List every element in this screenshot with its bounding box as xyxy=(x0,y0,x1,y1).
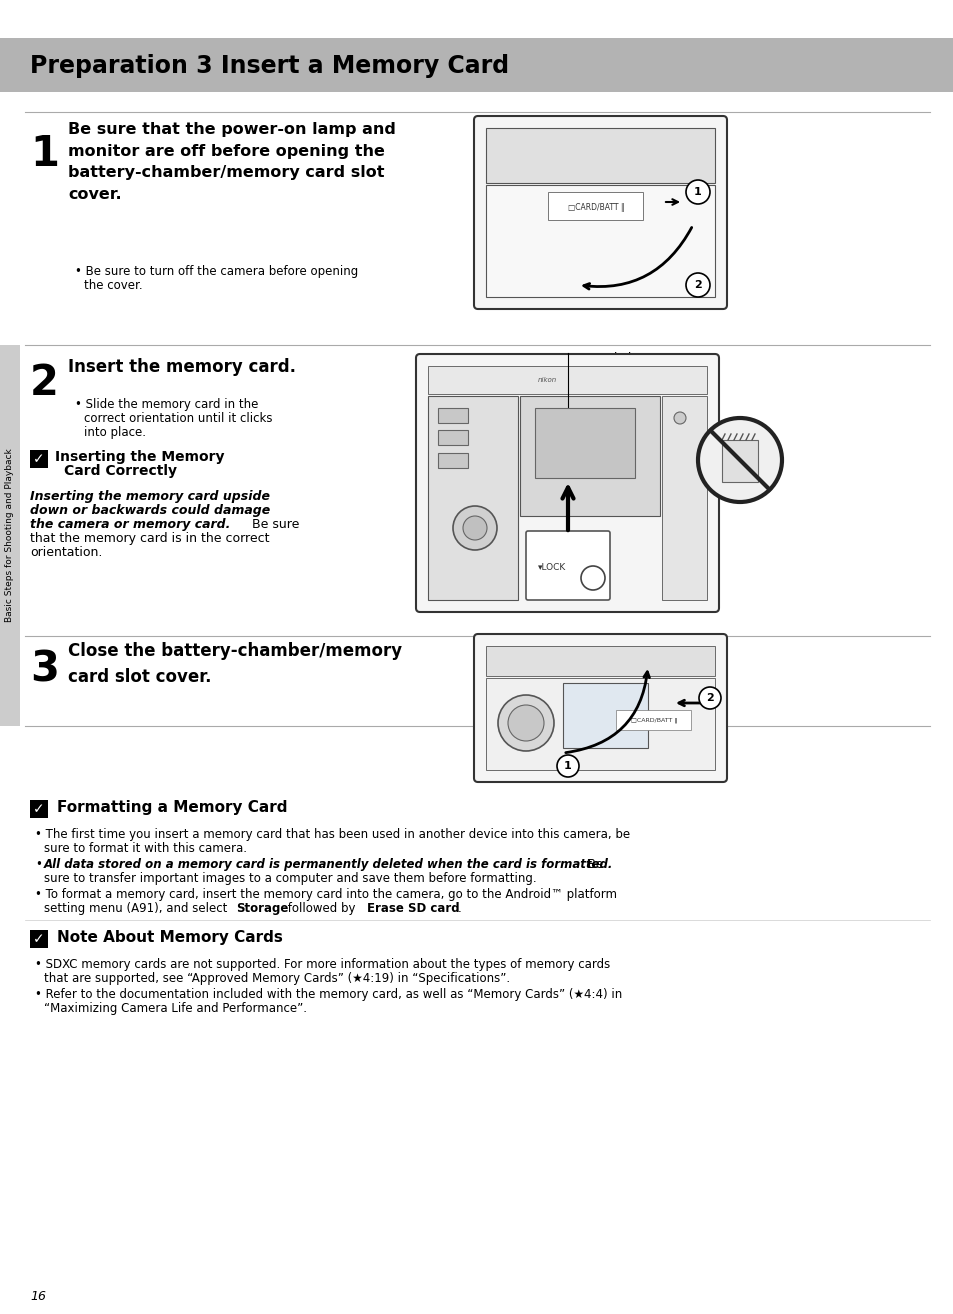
Text: Erase SD card: Erase SD card xyxy=(367,901,459,915)
Text: down or backwards could damage: down or backwards could damage xyxy=(30,505,270,516)
Text: Inserting the Memory: Inserting the Memory xyxy=(55,449,224,464)
Text: ✓: ✓ xyxy=(33,932,45,946)
Text: • Be sure to turn off the camera before opening: • Be sure to turn off the camera before … xyxy=(75,265,358,279)
Bar xyxy=(616,710,690,731)
Text: All data stored on a memory card is permanently deleted when the card is formatt: All data stored on a memory card is perm… xyxy=(44,858,613,871)
Text: ▾LOCK: ▾LOCK xyxy=(537,564,566,573)
Bar xyxy=(30,930,48,947)
Text: Preparation 3 Insert a Memory Card: Preparation 3 Insert a Memory Card xyxy=(30,54,509,78)
Text: 2: 2 xyxy=(694,280,701,290)
Bar xyxy=(0,38,953,92)
Text: orientation.: orientation. xyxy=(30,547,102,558)
Circle shape xyxy=(673,413,685,424)
Bar xyxy=(519,396,659,516)
Text: .: . xyxy=(457,901,461,915)
Bar xyxy=(562,683,647,748)
Bar xyxy=(721,440,758,482)
Text: Formatting a Memory Card: Formatting a Memory Card xyxy=(57,800,287,815)
Circle shape xyxy=(507,706,543,741)
Text: Be: Be xyxy=(583,858,602,871)
Circle shape xyxy=(497,695,554,752)
Bar xyxy=(437,453,468,468)
Text: followed by: followed by xyxy=(284,901,359,915)
Bar xyxy=(485,646,714,675)
Circle shape xyxy=(685,273,709,297)
Bar xyxy=(547,192,642,219)
FancyBboxPatch shape xyxy=(416,353,719,612)
Bar xyxy=(661,396,706,600)
Circle shape xyxy=(698,418,781,502)
Bar xyxy=(485,185,714,297)
Text: • To format a memory card, insert the memory card into the camera, go to the And: • To format a memory card, insert the me… xyxy=(35,888,617,901)
FancyBboxPatch shape xyxy=(525,531,609,600)
Bar xyxy=(30,449,48,468)
Text: correct orientation until it clicks: correct orientation until it clicks xyxy=(84,413,273,424)
Text: 16: 16 xyxy=(30,1290,46,1303)
Text: 2: 2 xyxy=(705,692,713,703)
Text: the cover.: the cover. xyxy=(84,279,143,292)
Text: nikon: nikon xyxy=(537,377,556,382)
Text: that are supported, see “Approved Memory Cards” (★4:19) in “Specifications”.: that are supported, see “Approved Memory… xyxy=(44,972,510,986)
Bar xyxy=(535,409,635,478)
Text: □CARD/BATT ‖: □CARD/BATT ‖ xyxy=(567,202,623,212)
Circle shape xyxy=(699,687,720,710)
FancyBboxPatch shape xyxy=(474,116,726,309)
Bar xyxy=(437,409,468,423)
Text: Memory card slot: Memory card slot xyxy=(535,352,643,365)
Text: □CARD/BATT ‖: □CARD/BATT ‖ xyxy=(630,717,677,723)
Text: into place.: into place. xyxy=(84,426,146,439)
Text: 3: 3 xyxy=(30,648,59,690)
Text: “Maximizing Camera Life and Performance”.: “Maximizing Camera Life and Performance”… xyxy=(44,1003,307,1014)
Text: •: • xyxy=(35,858,42,871)
Text: Inserting the memory card upside: Inserting the memory card upside xyxy=(30,490,270,503)
Bar xyxy=(0,346,20,727)
Text: • SDXC memory cards are not supported. For more information about the types of m: • SDXC memory cards are not supported. F… xyxy=(35,958,610,971)
Bar xyxy=(485,127,714,183)
Circle shape xyxy=(462,516,486,540)
Text: 1: 1 xyxy=(694,187,701,197)
Text: • Refer to the documentation included with the memory card, as well as “Memory C: • Refer to the documentation included wi… xyxy=(35,988,621,1001)
FancyBboxPatch shape xyxy=(474,633,726,782)
Text: the camera or memory card.: the camera or memory card. xyxy=(30,518,230,531)
Text: Close the battery-chamber/memory
card slot cover.: Close the battery-chamber/memory card sl… xyxy=(68,643,402,686)
Bar xyxy=(30,800,48,819)
Text: Note About Memory Cards: Note About Memory Cards xyxy=(57,930,283,945)
Circle shape xyxy=(453,506,497,551)
Bar xyxy=(437,430,468,445)
Text: 2: 2 xyxy=(30,361,59,403)
Text: setting menu (Α91), and select: setting menu (Α91), and select xyxy=(44,901,231,915)
Text: ✓: ✓ xyxy=(33,452,45,466)
Bar xyxy=(485,678,714,770)
Text: that the memory card is in the correct: that the memory card is in the correct xyxy=(30,532,269,545)
Text: • Slide the memory card in the: • Slide the memory card in the xyxy=(75,398,258,411)
Bar xyxy=(428,367,706,394)
Text: sure to format it with this camera.: sure to format it with this camera. xyxy=(44,842,247,855)
Text: ✓: ✓ xyxy=(33,802,45,816)
Text: sure to transfer important images to a computer and save them before formatting.: sure to transfer important images to a c… xyxy=(44,872,536,886)
Text: • The first time you insert a memory card that has been used in another device i: • The first time you insert a memory car… xyxy=(35,828,630,841)
Text: 1: 1 xyxy=(563,761,571,771)
Bar xyxy=(428,396,517,600)
Text: Card Correctly: Card Correctly xyxy=(64,464,177,478)
Circle shape xyxy=(685,180,709,204)
Text: Storage: Storage xyxy=(235,901,288,915)
Text: Be sure that the power-on lamp and
monitor are off before opening the
battery-ch: Be sure that the power-on lamp and monit… xyxy=(68,122,395,202)
Text: Insert the memory card.: Insert the memory card. xyxy=(68,357,295,376)
Text: Be sure: Be sure xyxy=(248,518,299,531)
Circle shape xyxy=(557,756,578,777)
Text: Basic Steps for Shooting and Playback: Basic Steps for Shooting and Playback xyxy=(6,448,14,622)
Text: 1: 1 xyxy=(30,133,59,175)
